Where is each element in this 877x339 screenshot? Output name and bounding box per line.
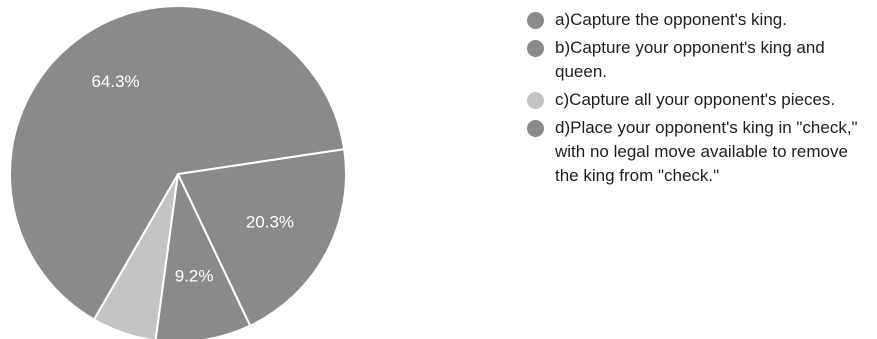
- legend-item-a: a)Capture the opponent's king.: [527, 8, 872, 32]
- pie-label-2: 20.3%: [246, 212, 294, 231]
- legend-label-b: b)Capture your opponent's king and queen…: [555, 38, 825, 81]
- legend-swatch-a: [527, 12, 544, 29]
- pie-slice-2: [176, 147, 347, 328]
- pie-label-3: 64.3%: [91, 72, 139, 91]
- legend-item-c: c)Capture all your opponent's pieces.: [527, 88, 872, 112]
- legend-item-b: b)Capture your opponent's king and queen…: [527, 36, 872, 84]
- pie-label-1: 9.2%: [175, 266, 214, 285]
- pie-slice-3: [9, 5, 346, 321]
- legend-swatch-b: [527, 40, 544, 57]
- legend-swatch-d: [527, 120, 544, 137]
- legend-label-c: c)Capture all your opponent's pieces.: [555, 90, 836, 109]
- legend-swatch-c: [527, 92, 544, 109]
- legend-item-d: d)Place your opponent's king in "check,"…: [527, 116, 872, 188]
- legend: a)Capture the opponent's king. b)Capture…: [527, 8, 872, 192]
- pie-slice-1: [154, 170, 252, 339]
- legend-label-a: a)Capture the opponent's king.: [555, 10, 787, 29]
- legend-label-d: d)Place your opponent's king in "check,"…: [555, 118, 858, 185]
- pie-chart: 9.2% 20.3% 64.3%: [9, 5, 347, 339]
